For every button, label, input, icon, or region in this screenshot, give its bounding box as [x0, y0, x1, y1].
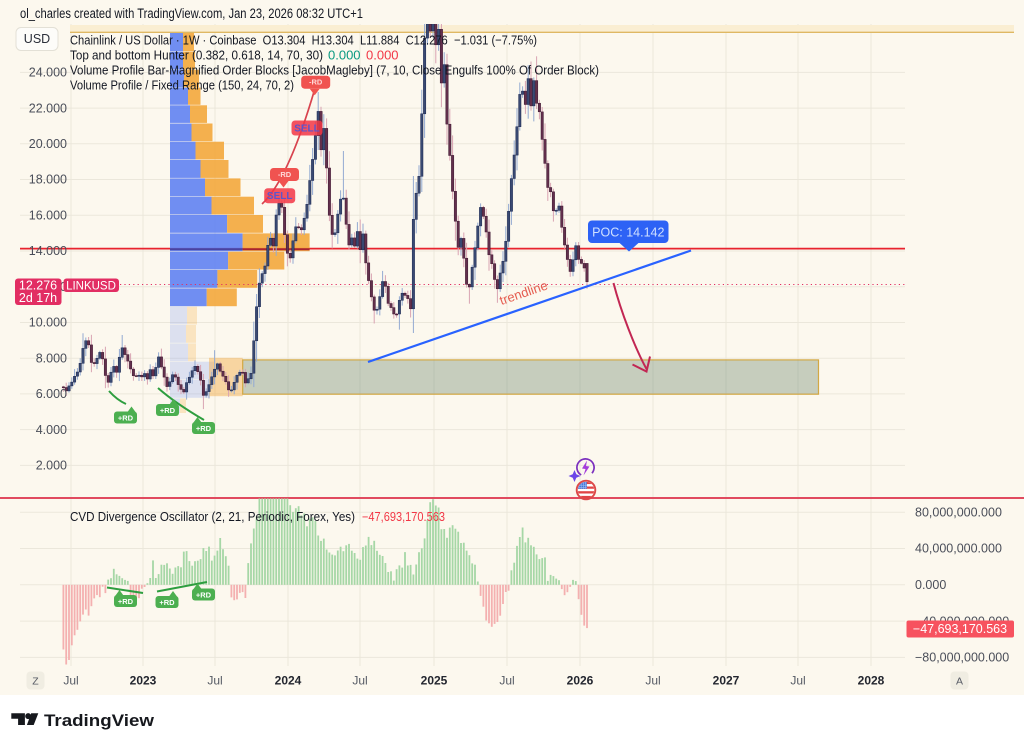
svg-text:2d 17h: 2d 17h [19, 291, 57, 305]
svg-text:A: A [956, 676, 963, 688]
svg-text:22.000: 22.000 [29, 101, 67, 115]
svg-text:14.000: 14.000 [29, 244, 67, 258]
svg-text:Jul: Jul [352, 674, 367, 688]
svg-text:+RD: +RD [159, 598, 175, 607]
svg-text:POC: 14.142: POC: 14.142 [592, 226, 664, 240]
svg-text:+RD: +RD [118, 597, 134, 606]
svg-text:USD: USD [24, 32, 50, 46]
svg-text:LINKUSD: LINKUSD [66, 280, 116, 292]
svg-text:80,000,000.000: 80,000,000.000 [915, 505, 1002, 519]
svg-text:−47,693,170.563: −47,693,170.563 [362, 510, 445, 524]
svg-text:0.000: 0.000 [328, 48, 361, 63]
svg-text:Jul: Jul [790, 674, 805, 688]
svg-text:10.000: 10.000 [29, 316, 67, 330]
svg-text:SELL: SELL [294, 124, 320, 135]
svg-text:Z: Z [32, 676, 39, 688]
svg-text:2.000: 2.000 [36, 459, 67, 473]
svg-text:20.000: 20.000 [29, 137, 67, 151]
svg-text:ol_charles created with Tradin: ol_charles created with TradingView.com,… [20, 6, 363, 21]
svg-text:−80,000,000.000: −80,000,000.000 [915, 651, 1009, 665]
svg-text:40,000,000.000: 40,000,000.000 [915, 542, 1002, 556]
svg-text:2027: 2027 [713, 674, 740, 688]
svg-text:0.000: 0.000 [915, 578, 946, 592]
svg-text:+RD: +RD [118, 413, 134, 422]
svg-text:TradingView: TradingView [44, 711, 155, 730]
svg-text:Volume Profile Bar-Magnified O: Volume Profile Bar-Magnified Order Block… [70, 63, 599, 78]
svg-text:2024: 2024 [275, 674, 302, 688]
svg-text:+RD: +RD [196, 590, 212, 599]
svg-text:−47,693,170.563: −47,693,170.563 [913, 622, 1007, 636]
svg-text:Jul: Jul [499, 674, 514, 688]
svg-text:6.000: 6.000 [36, 387, 67, 401]
svg-text:2028: 2028 [858, 674, 885, 688]
svg-text:4.000: 4.000 [36, 423, 67, 437]
svg-text:-RD: -RD [309, 78, 323, 87]
svg-text:Jul: Jul [207, 674, 222, 688]
svg-text:Chainlink / US Dollar · 1W · C: Chainlink / US Dollar · 1W · Coinbase O1… [70, 33, 537, 48]
svg-text:Top and bottom Hunter (0.382,: Top and bottom Hunter (0.382, 0.618, 14,… [70, 48, 323, 63]
svg-text:2026: 2026 [567, 674, 594, 688]
svg-text:SELL: SELL [267, 191, 293, 202]
svg-text:2025: 2025 [421, 674, 448, 688]
svg-text:0.000: 0.000 [366, 48, 399, 63]
svg-text:16.000: 16.000 [29, 209, 67, 223]
svg-text:CVD Divergence Oscillator (2,: CVD Divergence Oscillator (2, 21, Period… [70, 510, 355, 524]
svg-text:-RD: -RD [278, 170, 292, 179]
svg-text:+RD: +RD [160, 406, 176, 415]
svg-text:Volume Profile / Fixed Range (: Volume Profile / Fixed Range (150, 24, 7… [70, 78, 294, 93]
svg-text:2023: 2023 [130, 674, 157, 688]
svg-text:+RD: +RD [196, 424, 212, 433]
svg-text:Jul: Jul [63, 674, 78, 688]
svg-text:18.000: 18.000 [29, 173, 67, 187]
svg-text:Jul: Jul [645, 674, 660, 688]
svg-text:24.000: 24.000 [29, 66, 67, 80]
svg-text:12.276: 12.276 [19, 279, 57, 293]
svg-text:8.000: 8.000 [36, 351, 67, 365]
